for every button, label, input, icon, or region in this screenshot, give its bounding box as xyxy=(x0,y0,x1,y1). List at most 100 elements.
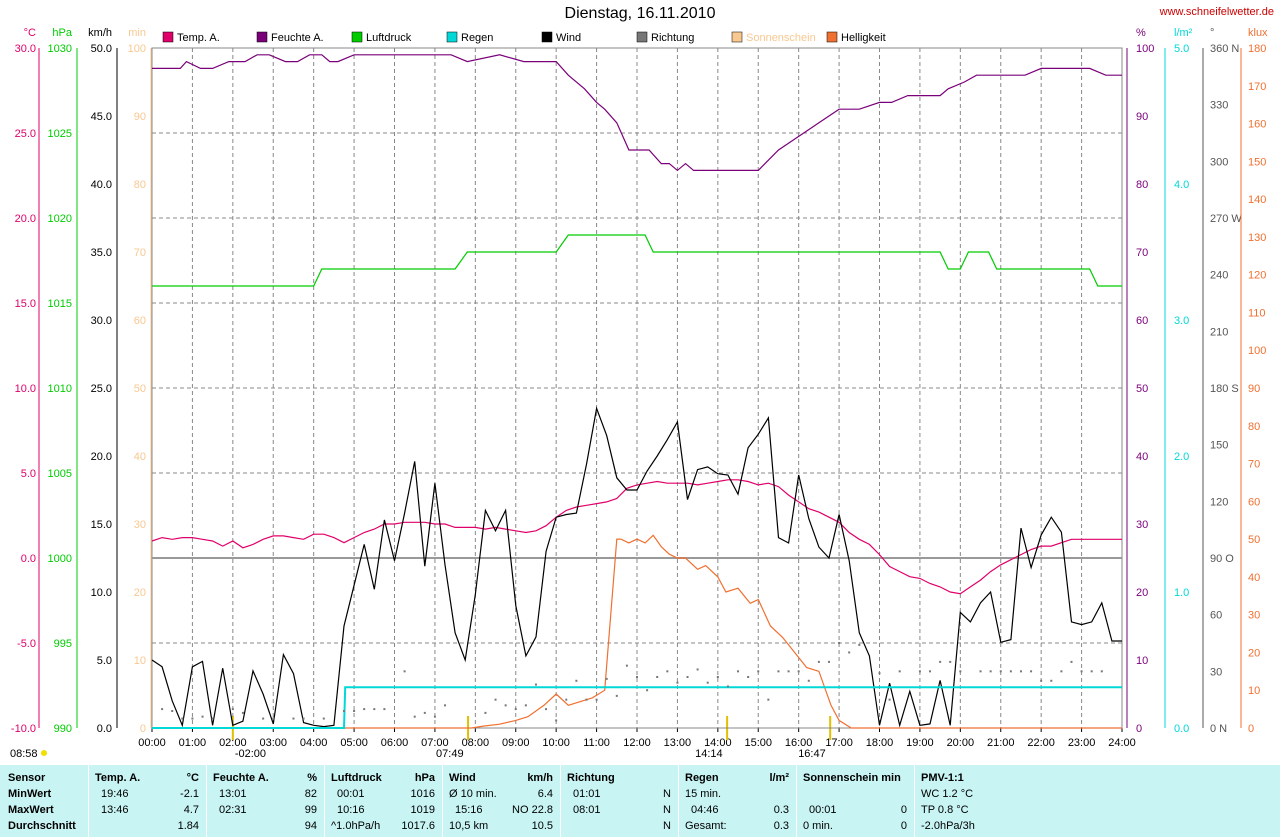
richtung-point xyxy=(999,670,1002,673)
richtung-max-time: 08:01 xyxy=(573,804,601,816)
luftdruck-min: 1016 xyxy=(410,788,435,800)
chart-title: Dienstag, 16.11.2010 xyxy=(564,5,716,22)
wind-avg-label: Ø 10 min. xyxy=(449,788,497,800)
axis-tick-hpa: 1020 xyxy=(48,213,72,225)
x-tick-label: 23:00 xyxy=(1068,737,1096,749)
stats-col-sonne: Sonnenschein min 00:01 0 0 min. 0 xyxy=(796,765,915,837)
richtung-point xyxy=(737,670,740,673)
x-tick-label: 11:00 xyxy=(583,737,610,749)
temp-max: 4.7 xyxy=(183,804,199,816)
axis-tick-lm2: 4.0 xyxy=(1174,179,1189,191)
richtung-min: N xyxy=(663,788,671,800)
axis-tick-kmh: 50.0 xyxy=(91,43,112,55)
richtung-point xyxy=(363,708,366,711)
legend-label-temp: Temp. A. xyxy=(177,32,220,44)
legend: Temp. A. Feuchte A. Luftdruck Regen Wind Rich… xyxy=(162,31,886,44)
axis-tick-hpa: 1030 xyxy=(48,43,72,55)
richtung-point xyxy=(666,670,669,673)
axis-tick-pct: 60 xyxy=(1136,315,1148,327)
x-tick-label: 08:00 xyxy=(462,737,490,749)
x-tick-label: 15:00 xyxy=(744,737,772,749)
axis-tick-temp: 0.0 xyxy=(21,553,36,565)
x-tick-label: 18:00 xyxy=(866,737,894,749)
axis-tick-klux: 70 xyxy=(1248,459,1260,471)
axis-tick-klux: 100 xyxy=(1248,345,1266,357)
stats-col-sensor: Sensor MinWert MaxWert Durchschnitt xyxy=(0,765,88,837)
legend-swatch-helligkeit xyxy=(826,31,838,43)
axis-tick-deg: 300 xyxy=(1210,156,1228,168)
richtung-point xyxy=(231,708,234,711)
regen-interval: 15 min. xyxy=(685,788,722,800)
axis-unit-lm2: l/m² xyxy=(1174,27,1193,39)
richtung-point xyxy=(959,670,962,673)
site-url[interactable]: www.schneifelwetter.de xyxy=(1159,6,1274,18)
richtung-point xyxy=(1040,679,1043,682)
richtung-point xyxy=(646,689,649,692)
axis-tick-temp: -10.0 xyxy=(11,723,36,735)
x-tick-label: 05:00 xyxy=(340,737,368,749)
axis-tick-kmh: 35.0 xyxy=(91,247,112,259)
temp-min-time: 19:46 xyxy=(101,788,129,800)
richtung-point xyxy=(676,681,679,684)
axis-tick-min: 90 xyxy=(134,111,146,123)
richtung-point xyxy=(757,670,760,673)
richtung-point xyxy=(1070,660,1073,663)
axis-tick-min: 60 xyxy=(134,315,146,327)
regen-total-label: Gesamt: xyxy=(685,820,727,832)
axis-unit-klux: klux xyxy=(1248,27,1268,39)
richtung-point xyxy=(292,717,295,720)
richtung-point xyxy=(1080,670,1083,673)
axis-tick-klux: 160 xyxy=(1248,119,1266,131)
axis-tick-min: 70 xyxy=(134,247,146,259)
marker-label: -02:00 xyxy=(235,748,266,760)
sun-marker-icon xyxy=(41,750,47,756)
series-helligkeit-line xyxy=(152,534,1122,729)
feuchte-min: 82 xyxy=(304,788,317,800)
pmv-trend: -2.0hPa/3h xyxy=(921,820,975,832)
axis-tick-kmh: 0.0 xyxy=(97,723,112,735)
marker-label: 16:47 xyxy=(798,748,826,760)
axis-tick-klux: 90 xyxy=(1248,383,1260,395)
axis-tick-deg: 0 N xyxy=(1210,723,1227,735)
axis-tick-hpa: 1025 xyxy=(48,128,72,140)
row-label-avg: Durchschnitt xyxy=(8,820,76,832)
axis-tick-klux: 120 xyxy=(1248,270,1266,282)
richtung-point xyxy=(929,670,932,673)
richtung-point xyxy=(211,717,214,720)
x-tick-label: 00:00 xyxy=(138,737,166,749)
axis-tick-lm2: 5.0 xyxy=(1174,43,1189,55)
richtung-point xyxy=(807,679,810,682)
axis-tick-lm2: 2.0 xyxy=(1174,451,1189,463)
stats-header-feuchte: Feuchte A. xyxy=(213,772,269,784)
axis-tick-klux: 50 xyxy=(1248,534,1260,546)
x-tick-label: 21:00 xyxy=(987,737,1015,749)
legend-swatch-sonnenschein xyxy=(731,31,743,43)
richtung-point xyxy=(696,668,699,671)
sonne-max: 0 xyxy=(900,804,907,816)
richtung-min-time: 01:01 xyxy=(573,788,601,800)
axis-tick-lm2: 1.0 xyxy=(1174,587,1189,599)
richtung-point xyxy=(342,710,345,712)
stats-header-temp: Temp. A. xyxy=(95,772,141,784)
legend-label-wind: Wind xyxy=(556,32,581,44)
stats-header-sonne: Sonnenschein min xyxy=(803,772,901,784)
axis-tick-hpa: 1005 xyxy=(48,468,72,480)
marker-label: 07:49 xyxy=(436,748,464,760)
richtung-point xyxy=(201,715,204,718)
sonne-max-time: 00:01 xyxy=(809,804,837,816)
richtung-point xyxy=(191,717,194,720)
axis-tick-deg: 270 W xyxy=(1210,213,1242,225)
regen-max: 0.3 xyxy=(773,804,789,816)
stats-unit-wind: km/h xyxy=(527,772,553,784)
stats-table: Sensor MinWert MaxWert Durchschnitt Temp… xyxy=(0,765,1280,837)
richtung-point xyxy=(636,676,638,678)
richtung-point xyxy=(272,717,275,720)
wind-max-time: 15:16 xyxy=(455,804,483,816)
axis-tick-lm2: 0.0 xyxy=(1174,723,1189,735)
axis-tick-deg: 360 N xyxy=(1210,43,1239,55)
axis-tick-pct: 100 xyxy=(1136,43,1154,55)
axis-tick-kmh: 5.0 xyxy=(97,655,112,667)
temp-min: -2.1 xyxy=(180,788,199,800)
stats-col-wind: Wind km/h Ø 10 min. 6.4 15:16 NO 22.8 10… xyxy=(442,765,561,837)
richtung-point xyxy=(656,676,659,678)
